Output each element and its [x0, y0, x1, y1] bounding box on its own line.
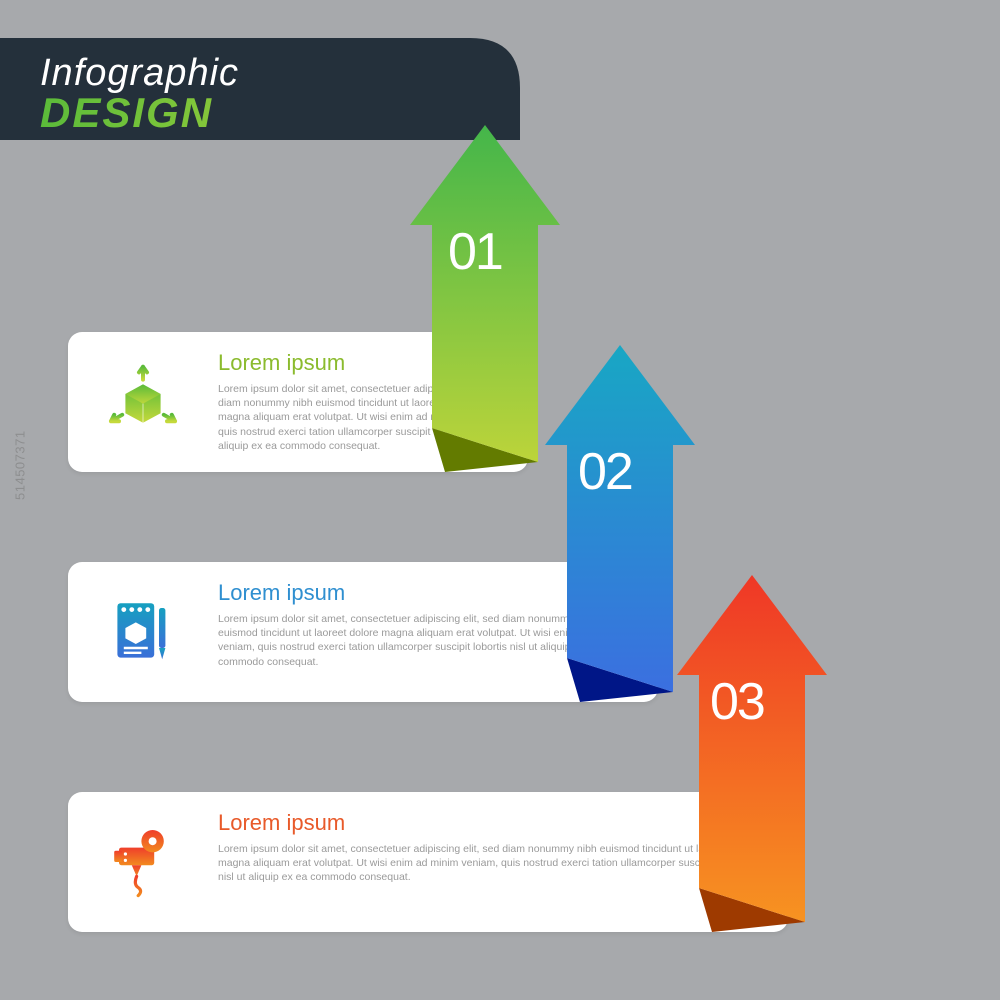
- watermark: 514507371: [13, 430, 28, 500]
- card-body: Lorem ipsum dolor sit amet, consectetuer…: [218, 612, 634, 669]
- header-banner: Infographic DESIGN: [0, 38, 520, 140]
- card-body: Lorem ipsum dolor sit amet, consectetuer…: [218, 842, 764, 885]
- header-line2: DESIGN: [40, 89, 480, 137]
- card-title: Lorem ipsum: [218, 580, 634, 606]
- extruder-icon: [98, 817, 188, 907]
- infographic-stage: Infographic DESIGN Lorem ipsumLorem ipsu…: [0, 0, 1000, 1000]
- sketchpad-icon: [98, 587, 188, 677]
- card-01: Lorem ipsum Lorem ipsum dolor sit amet, c…: [68, 332, 528, 472]
- cube-axes-icon: [98, 357, 188, 447]
- card-body: Lorem ipsum dolor sit amet, consectetuer…: [218, 382, 504, 453]
- card-title: Lorem ipsum: [218, 350, 504, 376]
- card-03: Lorem ipsum Lorem ipsum dolor sit amet, c…: [68, 792, 788, 932]
- card-02: Lorem ipsum Lorem ipsum dolor sit amet, c…: [68, 562, 658, 702]
- card-title: Lorem ipsum: [218, 810, 764, 836]
